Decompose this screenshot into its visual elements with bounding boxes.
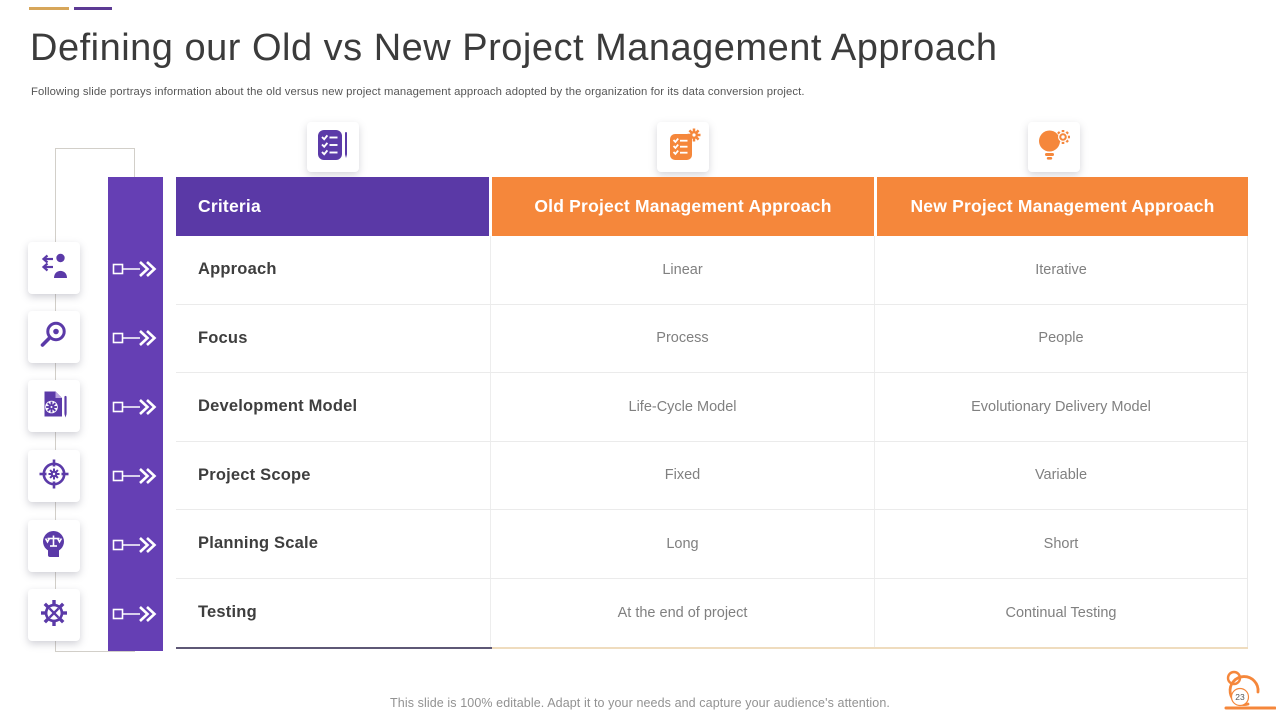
new-value: People [874,304,1247,372]
column-header-criteria: Criteria [176,177,489,236]
row-arrow-icon [112,261,157,277]
bulb-gear-icon [1034,125,1074,170]
document-gear-icon [38,388,70,425]
icon-card [28,450,80,502]
page-subtitle: Following slide portrays information abo… [31,86,805,98]
table-header-row: Criteria Old Project Management Approach… [176,177,1248,236]
table-bottom-border-left [176,647,492,649]
new-value: Iterative [874,236,1247,304]
row-arrow-icon [112,468,157,484]
old-value: At the end of project [490,578,874,647]
column-header-new-approach: New Project Management Approach [877,177,1248,236]
table-row: Focus Process People [176,304,1247,373]
icon-card [307,122,359,172]
search-icon [38,319,70,356]
table-row: Development Model Life-Cycle Model Evolu… [176,373,1247,442]
row-arrow-icon [112,399,157,415]
new-value: Continual Testing [874,578,1247,647]
old-value: Linear [490,236,874,304]
row-label: Approach [198,260,277,279]
old-value: Life-Cycle Model [490,373,874,441]
checklist-gear-icon [663,125,703,170]
icon-card [28,520,80,572]
person-arrows-icon [38,250,70,287]
table-row: Planning Scale Long Short [176,510,1247,579]
icon-card [1028,122,1080,172]
icon-card [28,311,80,363]
old-value: Process [490,304,874,372]
table-body: Approach Linear Iterative Focus Process … [176,236,1248,647]
icon-card [657,122,709,172]
column-header-old-approach: Old Project Management Approach [492,177,874,236]
row-label: Development Model [198,397,358,416]
row-label: Testing [198,603,257,622]
head-balance-icon [38,528,70,565]
icon-card [28,242,80,294]
icon-card [28,380,80,432]
new-value: Short [874,510,1247,578]
table-row: Approach Linear Iterative [176,236,1247,305]
table-row: Testing At the end of project Continual … [176,578,1247,647]
table-bottom-border-right [492,647,1248,649]
checklist-pen-icon [313,125,353,170]
new-value: Variable [874,441,1247,509]
row-arrow-icon [112,606,157,622]
row-label: Project Scope [198,465,311,484]
target-gear-icon [38,458,70,495]
old-value: Long [490,510,874,578]
page-decoration: 23 [1224,670,1276,710]
new-value: Evolutionary Delivery Model [874,373,1247,441]
row-arrow-icon [112,330,157,346]
accent-bar-purple [74,7,112,10]
old-value: Fixed [490,441,874,509]
table-row: Project Scope Fixed Variable [176,441,1247,510]
vertical-purple-bar [108,177,163,651]
gear-tools-icon [38,597,70,634]
footer-note: This slide is 100% editable. Adapt it to… [390,696,890,710]
page-number: 23 [1235,692,1245,702]
page-title: Defining our Old vs New Project Manageme… [30,27,998,69]
comparison-table: Criteria Old Project Management Approach… [176,177,1248,649]
accent-bar-gold [29,7,69,10]
row-arrow-icon [112,537,157,553]
row-label: Focus [198,328,248,347]
icon-card [28,589,80,641]
row-label: Planning Scale [198,534,319,553]
